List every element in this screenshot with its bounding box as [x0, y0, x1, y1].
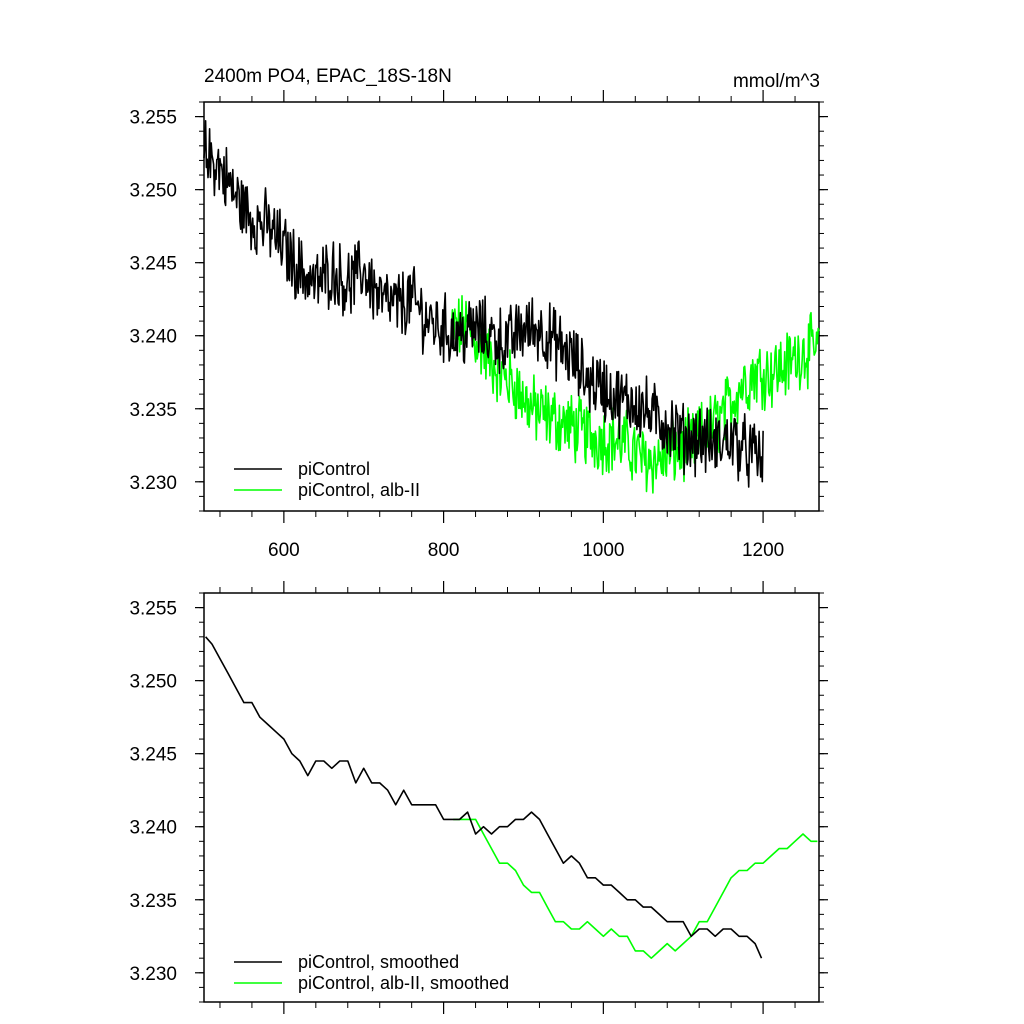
series-line-bottom-1 [453, 818, 818, 959]
y-tick-label: 3.240 [129, 327, 177, 348]
x-tick-label: 800 [428, 540, 460, 561]
top-panel: 2400m PO4, EPAC_18S-18N mmol/m^3 3.2303.… [129, 66, 828, 561]
y-tick-label: 3.230 [129, 473, 177, 494]
legend-bottom: piControl, smoothed piControl, alb-II, s… [234, 952, 509, 993]
x-tick-label: 600 [268, 540, 300, 561]
series-lines-bottom [204, 636, 818, 959]
legend-label-picontrol-smoothed: piControl, smoothed [298, 952, 459, 972]
axis-ticks-top: 3.230 3.235 3.240 3.245 3.250 3.255 600 800 1000… [129, 90, 828, 561]
y-tick-label: 3.230 [129, 964, 177, 985]
y-tick-label: 3.245 [129, 745, 177, 766]
y-tick-label: 3.240 [129, 818, 177, 839]
y-tick-label: 3.255 [129, 599, 177, 620]
x-tick-label: 1000 [582, 540, 624, 561]
y-tick-label: 3.245 [129, 254, 177, 275]
series-line-top-1 [450, 295, 820, 494]
series-lines-top [203, 120, 820, 494]
y-tick-label: 3.250 [129, 181, 177, 202]
legend-label-picontrol: piControl [298, 459, 370, 479]
y-tick-label: 3.235 [129, 891, 177, 912]
legend-top: piControl piControl, alb-II [234, 459, 420, 500]
bottom-panel: 3.230 3.235 3.240 3.245 3.250 3.255 piControl… [129, 581, 828, 1014]
series-line-top-0 [203, 120, 764, 488]
y-tick-label: 3.235 [129, 400, 177, 421]
chart-title: 2400m PO4, EPAC_18S-18N [204, 66, 452, 87]
y-tick-label: 3.250 [129, 672, 177, 693]
legend-label-alb-ii-smoothed: piControl, alb-II, smoothed [298, 973, 509, 993]
plot-frame-bottom [203, 592, 820, 1003]
legend-label-alb-ii: piControl, alb-II [298, 480, 420, 500]
axis-ticks-bottom: 3.230 3.235 3.240 3.245 3.250 3.255 [129, 581, 828, 1014]
series-line-bottom-0 [204, 636, 763, 959]
y-tick-label: 3.255 [129, 108, 177, 129]
units-label: mmol/m^3 [733, 71, 820, 92]
x-tick-label: 1200 [742, 540, 784, 561]
